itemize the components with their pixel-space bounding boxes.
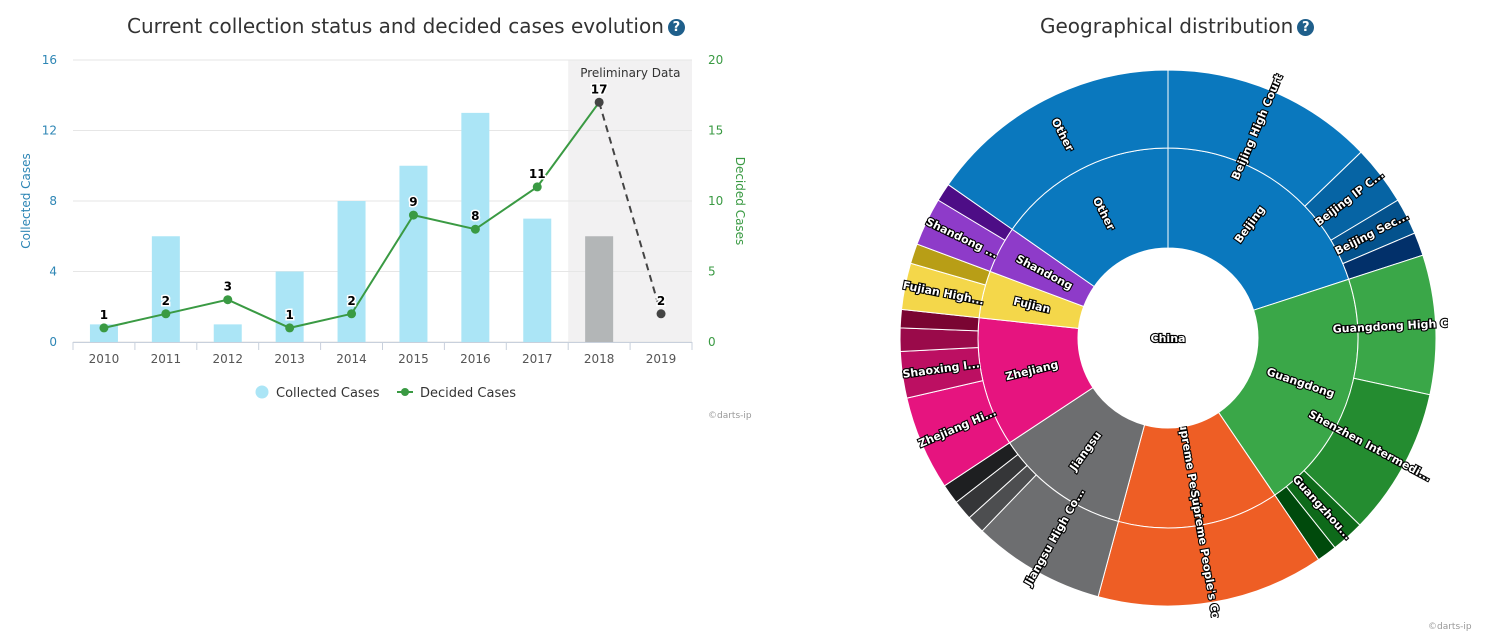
x-tick-label: 2016 (460, 352, 491, 366)
help-icon[interactable]: ? (1297, 19, 1315, 36)
y-tick-label: 12 (42, 124, 57, 138)
data-label-decided-cases: 1 (100, 308, 108, 322)
line-decided-cases-preliminary (598, 102, 663, 315)
bar-collected-cases[interactable] (585, 236, 614, 342)
point-decided-cases[interactable] (223, 295, 233, 305)
point-decided-cases[interactable] (470, 224, 480, 234)
sunburst-center[interactable] (1078, 248, 1258, 428)
data-label-decided-cases: 2 (347, 294, 355, 308)
point-decided-cases[interactable] (99, 323, 109, 333)
y-tick-label: 0 (49, 335, 57, 349)
x-tick-label: 2010 (89, 352, 120, 366)
y-right-tick-label: 20 (708, 53, 723, 67)
y-axis-title: Collected Cases (19, 153, 33, 249)
point-decided-cases[interactable] (594, 97, 604, 107)
data-label-decided-cases: 2 (657, 294, 665, 308)
point-decided-cases[interactable] (408, 210, 418, 220)
sunburst-court-segment[interactable] (899, 327, 979, 352)
geo-chart-title-text: Geographical distribution (1040, 14, 1294, 38)
data-label-decided-cases: 2 (162, 294, 170, 308)
y-right-axis-title: Decided Cases (733, 157, 747, 246)
bar-chart: Preliminary Data048121605101520Collected… (19, 53, 747, 401)
x-tick-label: 2017 (522, 352, 553, 366)
preliminary-label: Preliminary Data (580, 66, 680, 80)
x-tick-label: 2011 (151, 352, 182, 366)
legend-label-collected[interactable]: Collected Cases (276, 386, 380, 401)
y-tick-label: 4 (49, 265, 57, 279)
legend-marker-decided[interactable] (401, 388, 409, 396)
x-tick-label: 2018 (584, 352, 615, 366)
x-tick-label: 2019 (646, 352, 677, 366)
bar-chart-title: Current collection status and decided ca… (127, 14, 685, 38)
legend-label-decided[interactable]: Decided Cases (420, 386, 516, 401)
sunburst-center-label: China (1151, 332, 1186, 345)
point-decided-cases[interactable] (532, 182, 542, 192)
point-decided-cases[interactable] (285, 323, 295, 333)
y-right-tick-label: 10 (708, 194, 723, 208)
geo-chart-title: Geographical distribution? (1040, 14, 1315, 38)
y-tick-label: 16 (42, 53, 57, 67)
data-label-decided-cases: 9 (409, 195, 417, 209)
data-label-decided-cases: 11 (529, 167, 546, 181)
data-label-decided-cases: 3 (224, 280, 232, 294)
x-tick-label: 2014 (336, 352, 367, 366)
data-label-decided-cases: 1 (285, 308, 293, 322)
data-label-decided-cases: 17 (591, 82, 608, 96)
bar-collected-cases[interactable] (89, 324, 118, 342)
y-tick-label: 8 (49, 194, 57, 208)
bar-collected-cases[interactable] (213, 324, 242, 342)
bar-collected-cases[interactable] (523, 218, 552, 342)
point-decided-cases[interactable] (161, 309, 171, 319)
y-right-tick-label: 0 (708, 335, 716, 349)
y-right-tick-label: 5 (708, 265, 716, 279)
credit-right: ©darts-ip (1428, 622, 1472, 632)
x-tick-label: 2015 (398, 352, 429, 366)
y-right-tick-label: 15 (708, 124, 723, 138)
point-decided-cases[interactable] (347, 309, 357, 319)
x-tick-label: 2012 (212, 352, 243, 366)
sunburst-court-segment[interactable] (947, 69, 1169, 230)
help-icon[interactable]: ? (667, 19, 685, 36)
bar-collected-cases[interactable] (337, 201, 366, 342)
x-tick-label: 2013 (274, 352, 305, 366)
legend-marker-collected[interactable] (255, 385, 269, 399)
bar-collected-cases[interactable] (399, 165, 428, 342)
bar-collected-cases[interactable] (151, 236, 180, 342)
credit-left: ©darts-ip (708, 411, 752, 421)
bar-chart-title-text: Current collection status and decided ca… (127, 14, 664, 38)
point-decided-cases[interactable] (656, 309, 666, 319)
data-label-decided-cases: 8 (471, 209, 479, 223)
